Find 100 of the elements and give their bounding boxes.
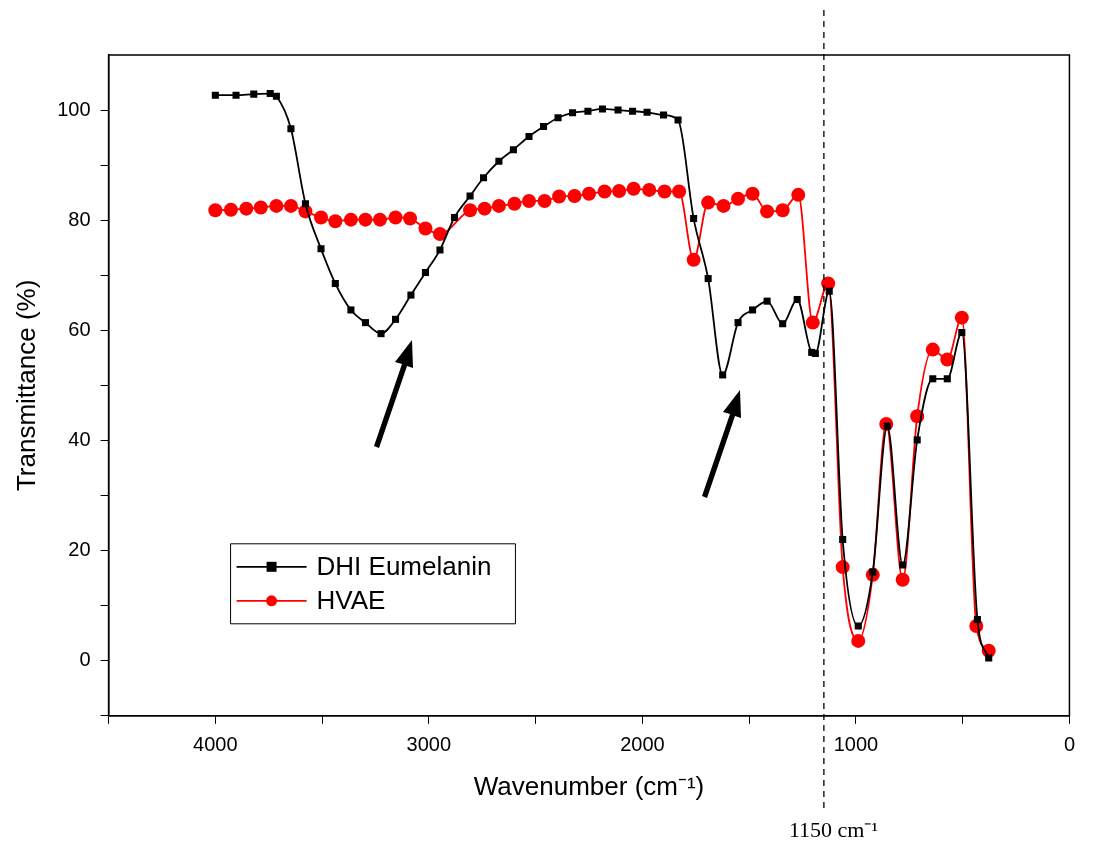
- point: [372, 212, 387, 227]
- point: [779, 320, 787, 328]
- point: [539, 123, 548, 131]
- point: [731, 191, 746, 206]
- point: [287, 125, 295, 133]
- point: [584, 107, 592, 115]
- point: [266, 90, 274, 98]
- point: [343, 212, 358, 227]
- point: [985, 654, 993, 662]
- point: [479, 174, 488, 182]
- point: [763, 297, 771, 305]
- point: [418, 221, 433, 236]
- y-tick-label: 0: [79, 648, 91, 671]
- point: [250, 90, 258, 98]
- point: [674, 116, 682, 124]
- point: [954, 310, 969, 325]
- point: [569, 109, 577, 117]
- point: [899, 561, 907, 569]
- point: [537, 193, 552, 208]
- point: [269, 198, 284, 213]
- point: [450, 213, 459, 221]
- point: [825, 287, 833, 295]
- point: [686, 252, 701, 267]
- point: [582, 186, 596, 201]
- point: [745, 186, 760, 201]
- y-tick-label: 100: [57, 97, 91, 120]
- point: [690, 215, 698, 223]
- x-tick-label: 4000: [193, 733, 238, 756]
- point: [301, 200, 309, 208]
- point: [597, 184, 612, 199]
- point: [626, 181, 641, 196]
- point: [775, 203, 790, 218]
- point: [432, 226, 447, 241]
- x-tick-label: 0: [1063, 733, 1075, 756]
- y-tick-label: 40: [68, 427, 91, 450]
- point: [253, 200, 268, 215]
- point: [208, 203, 223, 218]
- point: [223, 202, 238, 217]
- point: [283, 198, 298, 213]
- point: [805, 315, 820, 330]
- legend-label: HVAE: [316, 584, 386, 615]
- point: [704, 275, 712, 283]
- ref-line-label: 1150 cm⁻¹: [788, 817, 879, 842]
- y-tick-label: 80: [68, 207, 91, 230]
- point: [392, 315, 400, 323]
- point: [760, 204, 775, 219]
- x-tick-label: 1000: [833, 733, 879, 756]
- point: [463, 203, 478, 218]
- x-axis-title: Wavenumber (cm⁻¹): [473, 770, 705, 801]
- point: [388, 210, 403, 225]
- point: [522, 193, 536, 208]
- point: [657, 184, 672, 199]
- point: [629, 107, 637, 115]
- point: [567, 188, 582, 203]
- point: [525, 132, 533, 141]
- point: [793, 295, 801, 304]
- point: [716, 198, 731, 213]
- point: [672, 184, 687, 199]
- point: [614, 106, 622, 114]
- point: [929, 375, 937, 383]
- point: [895, 572, 910, 587]
- point: [612, 184, 627, 199]
- point: [347, 306, 355, 314]
- point: [403, 211, 418, 226]
- point: [407, 291, 415, 299]
- point: [477, 201, 492, 216]
- point: [719, 371, 727, 379]
- point: [554, 114, 562, 122]
- point: [239, 201, 254, 216]
- point: [377, 330, 385, 338]
- point: [925, 342, 940, 357]
- point: [839, 536, 847, 544]
- legend-label: DHI Eumelanin: [316, 550, 492, 581]
- y-tick-label: 60: [68, 317, 91, 340]
- point: [211, 91, 219, 99]
- point: [791, 187, 806, 202]
- point: [272, 92, 280, 100]
- point: [436, 246, 444, 254]
- point: [361, 319, 369, 327]
- point: [642, 182, 657, 197]
- point: [509, 146, 517, 154]
- y-tick-label: 20: [68, 538, 91, 561]
- point: [734, 319, 742, 327]
- point: [232, 91, 240, 99]
- point: [958, 329, 966, 337]
- point: [701, 195, 716, 210]
- point: [940, 352, 955, 367]
- point: [943, 375, 951, 383]
- point: [851, 633, 866, 648]
- point: [358, 212, 373, 227]
- x-tick-label: 2000: [620, 733, 665, 756]
- point: [328, 214, 343, 229]
- point: [913, 436, 921, 444]
- y-axis-title: Transmittance (%): [10, 279, 41, 492]
- point: [466, 192, 474, 200]
- point: [331, 279, 339, 288]
- point: [643, 108, 651, 116]
- point: [749, 306, 757, 314]
- x-tick-label: 3000: [406, 733, 452, 756]
- point: [552, 189, 567, 204]
